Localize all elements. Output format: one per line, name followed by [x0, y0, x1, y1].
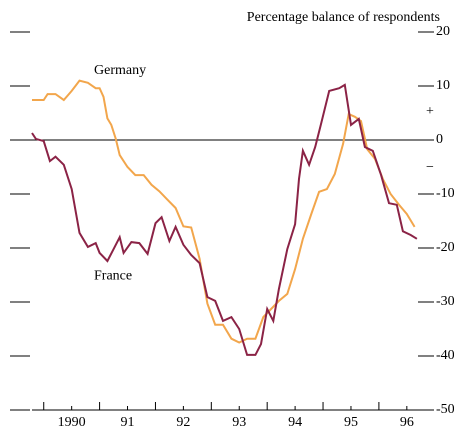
y-tick-label: -10 — [436, 186, 454, 201]
y-tick-label: -50 — [436, 402, 454, 417]
x-tick-label: 96 — [400, 415, 414, 430]
y-tick-label: -30 — [436, 294, 454, 309]
sign-label: − — [426, 160, 434, 175]
line-series — [31, 83, 418, 356]
x-tick-label: 92 — [176, 415, 190, 430]
x-tick-label: 93 — [232, 415, 246, 430]
y-tick-label: 20 — [436, 24, 450, 39]
y-tick-label: 0 — [436, 132, 443, 147]
line-series — [32, 79, 416, 344]
x-tick-label: 94 — [288, 415, 302, 430]
x-tick-label: 95 — [344, 415, 358, 430]
series-label: Germany — [94, 63, 146, 78]
x-tick-label: 1990 — [58, 415, 86, 430]
y-tick-label: -40 — [436, 348, 454, 363]
x-tick-label: 91 — [121, 415, 135, 430]
y-tick-label: 10 — [436, 78, 450, 93]
y-tick-label: -20 — [436, 240, 454, 255]
series-label: France — [94, 268, 132, 283]
chart-title: Percentage balance of respondents — [247, 10, 440, 25]
sign-label: + — [426, 104, 434, 119]
